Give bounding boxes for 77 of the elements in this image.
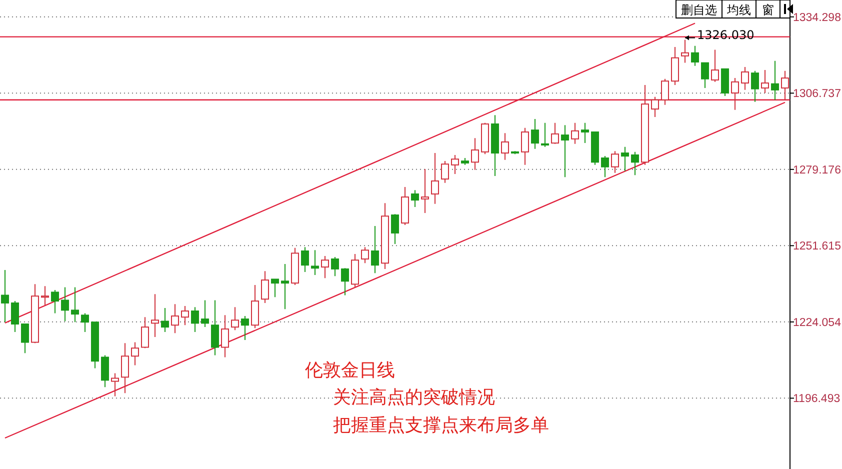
candlestick [451,154,459,175]
candlestick [301,246,309,272]
candlestick [671,46,679,86]
candlestick [101,354,109,388]
candlestick [751,70,759,102]
candlestick [1,270,9,323]
candlestick [121,342,129,394]
candlestick [311,250,319,276]
annotation: 伦敦金日线 [305,360,395,381]
candlestick [61,286,69,322]
candlestick [431,152,439,204]
candlestick [551,122,559,144]
candlestick [521,127,529,166]
y-tick-label: 1224.054 [793,316,842,329]
candlestick [191,306,199,333]
candlestick [231,306,239,331]
candlestick [651,96,659,118]
candlestick [131,342,139,366]
candlestick [661,78,669,106]
y-tick-label: 1279.176 [793,164,841,176]
candlestick [281,263,289,310]
candlestick [201,300,209,328]
candlestick [211,300,219,356]
y-tick-label: 1196.493 [793,393,840,406]
candlestick [421,168,429,214]
candlestick [171,304,179,334]
annotation: 关注高点的突破情况 [333,387,495,408]
candlestick [701,62,709,88]
candlestick [711,49,719,82]
candlestick [761,70,769,94]
candlestick [391,214,399,245]
candlestick [181,306,189,326]
candlestick [691,45,699,66]
candlestick [501,132,509,160]
y-tick-label: 1334.298 [793,12,841,24]
candlestick [21,324,29,354]
candlestick [161,307,169,333]
candlestick [531,118,539,150]
candlestick [731,78,739,110]
candlestick [541,122,549,148]
candlestick [741,66,749,90]
annotation: 均线 [726,3,751,17]
candlestick [271,278,279,298]
candlestick [361,246,369,264]
candlestick [411,190,419,208]
candlestick [561,124,569,178]
candlestick [341,268,349,296]
candlestick [371,226,379,274]
candlestick [571,122,579,144]
candlestick [241,315,249,341]
candlestick [111,372,119,397]
annotation: 窗 [762,3,774,17]
candlestick [221,314,229,358]
candlestick [11,300,19,333]
candlestick [261,270,269,304]
candlestick [71,286,79,323]
candlestick [81,312,89,333]
candlestick [601,156,609,178]
candlestick [151,294,159,338]
candlestick [41,286,49,306]
candlestick [771,60,779,100]
annotation: 把握重点支撑点来布局多单 [333,415,549,436]
candlestick [781,70,789,100]
candlestick [681,39,689,64]
candlestick [611,150,619,174]
candlestick [621,146,629,172]
candlestick [471,138,479,170]
candlestick [331,256,339,277]
candlestick [321,255,329,279]
candlestick [141,316,149,349]
y-tick-label: 1306.737 [793,88,841,100]
candlestick [581,122,589,144]
candlestick [631,151,639,176]
candlestick [51,289,59,314]
y-tick-label: 1251.615 [793,240,841,253]
annotation: 删自选 [681,3,717,17]
candlestick [441,160,449,184]
